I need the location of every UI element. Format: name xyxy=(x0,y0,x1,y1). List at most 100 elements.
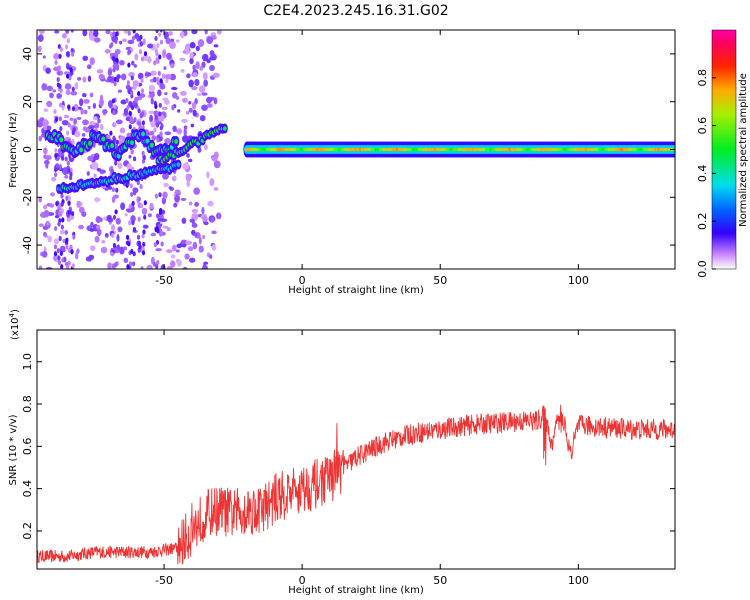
noise-cell xyxy=(115,75,120,81)
noise-cell xyxy=(124,213,128,217)
noise-cell xyxy=(206,36,214,45)
noise-cell xyxy=(175,128,183,134)
noise-cell xyxy=(65,51,70,57)
noise-cell xyxy=(152,76,157,83)
noise-cell xyxy=(65,237,69,243)
noise-cell xyxy=(159,131,163,138)
noise-cell xyxy=(70,91,78,96)
noise-cell xyxy=(157,218,165,222)
noise-cell xyxy=(199,114,206,122)
noise-cell xyxy=(76,200,81,208)
snr-y-label: SNR (10 * v/v) xyxy=(8,414,19,485)
noise-cell xyxy=(192,71,198,78)
noise-cell xyxy=(42,119,49,127)
spectrogram-x-ticks: -50 0 50 100 xyxy=(155,30,589,287)
noise-cell xyxy=(163,66,167,70)
noise-cell xyxy=(142,229,146,235)
noise-cell xyxy=(78,106,82,110)
noise-cell xyxy=(182,266,188,269)
y-tick-label: 0.4 xyxy=(21,480,34,498)
noise-cell xyxy=(155,57,159,63)
noise-cell xyxy=(195,45,200,52)
noise-cell xyxy=(75,251,79,260)
noise-cell xyxy=(170,260,176,268)
noise-cell xyxy=(56,248,60,254)
noise-cell xyxy=(123,257,129,264)
noise-cell xyxy=(58,116,62,122)
upper-branch-cell xyxy=(88,140,93,146)
noise-cell xyxy=(137,91,141,97)
x-tick-label: 0 xyxy=(299,274,306,287)
noise-cell xyxy=(71,86,75,92)
noise-cell xyxy=(87,105,91,110)
noise-cell xyxy=(43,231,47,237)
noise-cell xyxy=(159,30,163,33)
noise-cell xyxy=(92,116,98,121)
noise-cell xyxy=(127,39,135,45)
noise-cell xyxy=(103,216,107,221)
noise-cell xyxy=(67,260,71,266)
noise-cell xyxy=(58,204,62,210)
noise-cell xyxy=(136,234,141,240)
noise-cell xyxy=(138,244,142,250)
noise-cell xyxy=(115,139,119,145)
noise-cell xyxy=(116,244,120,250)
noise-cell xyxy=(153,127,157,133)
noise-cell xyxy=(112,214,117,220)
noise-cell xyxy=(74,82,79,90)
noise-cell xyxy=(149,92,155,98)
noise-cell xyxy=(194,78,200,87)
noise-cell xyxy=(213,97,218,105)
noise-cell xyxy=(147,43,154,49)
noise-cell xyxy=(126,240,130,246)
spectrogram-y-ticks: -40 -20 0 20 40 xyxy=(21,47,675,254)
noise-cell xyxy=(143,51,148,57)
upper-branch-cell xyxy=(110,143,115,149)
noise-cell xyxy=(164,138,171,144)
noise-cell xyxy=(76,76,82,81)
noise-cell xyxy=(112,67,116,73)
noise-cell xyxy=(67,196,71,202)
noise-cell xyxy=(140,56,145,62)
noise-cell xyxy=(132,100,136,106)
spectrogram-panel: -50 0 50 100 -40 -20 0 20 40 Height of straight… xyxy=(8,29,676,296)
noise-cell xyxy=(186,174,191,178)
noise-cell xyxy=(96,228,102,237)
noise-cell xyxy=(52,89,57,93)
noise-cell xyxy=(107,68,113,77)
noise-cell xyxy=(136,95,143,101)
noise-cell xyxy=(102,109,108,115)
noise-cell xyxy=(111,232,115,238)
noise-cell xyxy=(114,31,118,37)
noise-cell xyxy=(99,169,106,174)
noise-cell xyxy=(156,76,160,82)
noise-cell xyxy=(185,110,190,115)
noise-cell xyxy=(64,83,72,90)
snr-scale-label: (x104) xyxy=(8,309,21,340)
noise-cell xyxy=(58,53,62,59)
noise-cell xyxy=(99,123,104,131)
snr-scale-base: (x10 xyxy=(10,317,21,340)
noise-cell xyxy=(182,134,189,143)
x-tick-label: 100 xyxy=(568,574,589,587)
noise-cell xyxy=(126,163,132,171)
noise-cell xyxy=(99,94,104,102)
noise-cell xyxy=(194,201,199,207)
noise-cell xyxy=(66,264,70,269)
noise-cell xyxy=(161,106,168,110)
noise-cell xyxy=(58,83,62,89)
noise-cell xyxy=(172,125,177,132)
noise-cell xyxy=(53,255,57,261)
svg-text:(x104): (x104) xyxy=(8,309,21,340)
noise-cell xyxy=(123,107,129,116)
noise-cell xyxy=(203,144,208,151)
noise-cell xyxy=(147,56,152,64)
snr-scale-exponent: 4 xyxy=(8,312,16,317)
noise-cell xyxy=(203,221,209,226)
noise-cell xyxy=(65,89,71,96)
noise-cell xyxy=(163,31,168,40)
colorbar-ticks: 0.0 0.2 0.4 0.6 0.8 xyxy=(696,69,716,278)
rising-branch-cell xyxy=(222,126,227,131)
noise-cell xyxy=(119,59,125,66)
noise-cell xyxy=(138,36,142,42)
